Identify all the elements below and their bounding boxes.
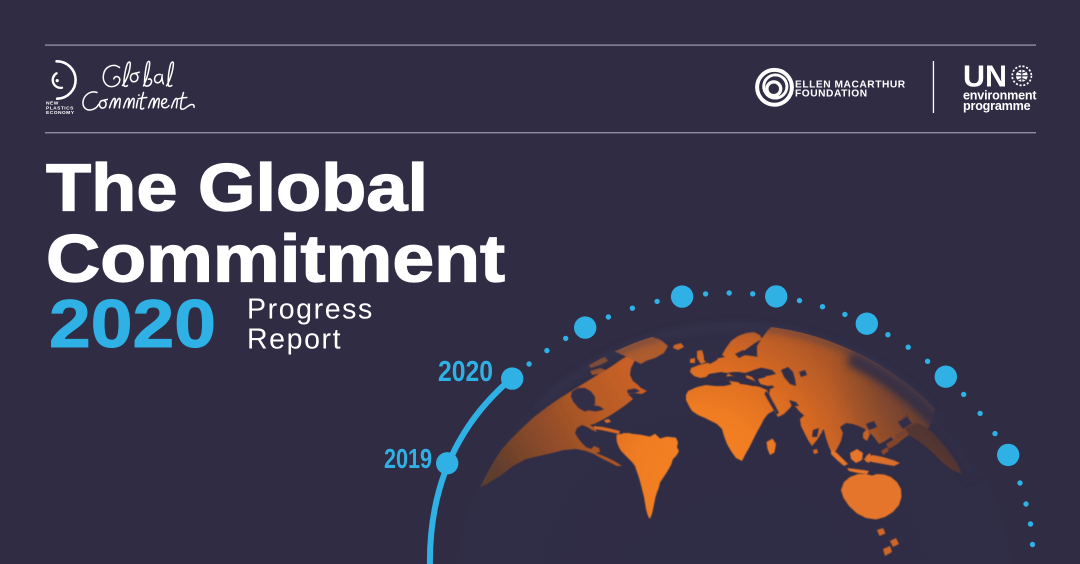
svg-text:programme: programme [963,99,1031,113]
svg-text:The Global: The Global [46,151,428,226]
svg-text:Report: Report [247,324,342,356]
svg-text:FOUNDATION: FOUNDATION [795,89,868,100]
svg-text:ECONOMY: ECONOMY [46,110,75,116]
svg-text:PLASTICS: PLASTICS [46,105,74,111]
svg-text:2019: 2019 [384,443,432,474]
svg-text:ELLEN MACARTHUR: ELLEN MACARTHUR [795,79,906,90]
svg-text:2020: 2020 [438,356,493,388]
svg-text:2020: 2020 [49,286,216,362]
svg-text:NEW: NEW [46,101,59,107]
svg-text:Progress: Progress [247,294,374,326]
svg-text:UN: UN [963,60,1007,94]
svg-text:Commitment: Commitment [46,222,505,297]
svg-text:environment: environment [963,89,1037,103]
